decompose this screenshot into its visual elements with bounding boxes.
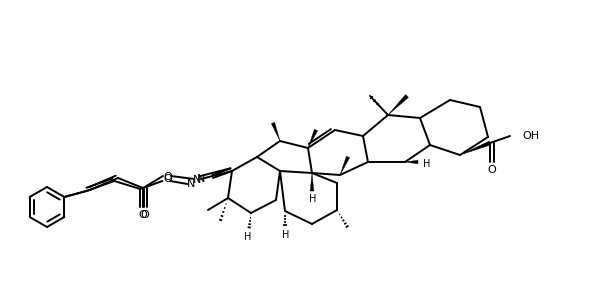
Text: N: N [187, 179, 195, 189]
Text: N: N [193, 175, 201, 185]
Polygon shape [310, 173, 314, 191]
Polygon shape [405, 160, 418, 164]
Polygon shape [340, 156, 349, 175]
Polygon shape [460, 141, 491, 155]
Text: O: O [163, 172, 173, 182]
Polygon shape [388, 94, 408, 115]
Polygon shape [271, 122, 280, 141]
Text: H: H [282, 230, 289, 240]
Text: N: N [196, 174, 205, 184]
Text: O: O [138, 210, 147, 220]
Text: OH: OH [522, 131, 539, 141]
Polygon shape [308, 129, 318, 148]
Text: H: H [309, 194, 316, 204]
Text: O: O [141, 210, 149, 220]
Text: H: H [244, 232, 252, 242]
Text: O: O [163, 174, 172, 184]
Text: O: O [488, 165, 496, 175]
Text: H: H [424, 159, 431, 169]
